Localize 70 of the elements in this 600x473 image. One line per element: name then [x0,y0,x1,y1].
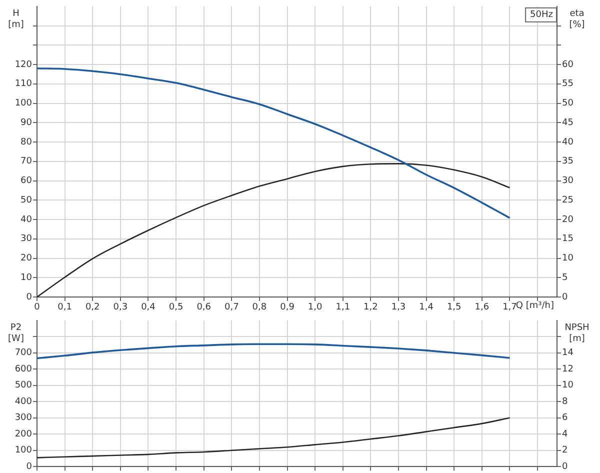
y-tick-label: 90 [20,118,32,128]
y-tick-label: 100 [14,446,32,456]
y-tick-label: 600 [14,364,32,374]
y-tick-label: 50 [20,195,32,206]
y2-tick-label: 5 [562,272,568,283]
y-tick-label: 60 [20,176,32,186]
y2-tick-label: 50 [562,98,574,109]
x-axis-title: Q [m³/h] [516,300,554,311]
y-tick-label: 70 [20,156,32,167]
y2-tick-label: 8 [562,396,568,407]
y-tick-label: 400 [14,396,32,407]
y-tick-label: 0 [26,292,32,302]
x-tick-label: 1,6 [474,302,490,313]
line-series [37,343,511,360]
x-tick-label: 1,5 [446,302,462,313]
y2-tick-label: 14 [562,348,574,358]
y2-tick-label: 40 [562,137,574,148]
y2-tick-label: 12 [562,364,574,374]
y-axis-title: P2 [W] [8,323,24,344]
y2-tick-label: 6 [562,413,568,424]
y2-tick-label: 0 [562,462,568,472]
x-tick-label: 0,1 [58,302,72,313]
x-tick-label: 0,9 [280,302,295,313]
y2-axis-title: eta [%] [569,9,585,30]
y2-axis-title: NPSH [m] [564,323,590,344]
y-tick-label: 700 [14,348,32,358]
y2-tick-label: 2 [562,446,568,456]
x-tick-label: 0,7 [224,302,239,313]
x-tick-label: 0,6 [196,302,212,313]
y-tick-label: 0 [26,462,32,472]
y2-tick-label: 0 [562,292,568,302]
x-tick-label: 0,2 [85,302,100,313]
x-tick-label: 1,1 [336,302,350,313]
x-tick-label: 1,4 [419,302,434,313]
x-tick-label: 0,3 [113,302,128,313]
y-tick-label: 120 [14,60,32,70]
y-tick-label: 40 [20,214,32,225]
y2-tick-label: 55 [562,79,574,90]
y-tick-label: 20 [20,254,32,264]
y-tick-label: 500 [14,380,32,391]
y2-tick-label: 4 [562,429,568,440]
y-tick-label: 80 [20,137,32,148]
y-tick-label: 10 [20,272,32,283]
y2-tick-label: 15 [562,234,574,244]
line-series [37,67,511,219]
x-tick-label: 0 [34,302,40,313]
y-axis-title: H [m] [8,9,24,30]
x-tick-label: 0,8 [252,302,267,313]
y2-tick-label: 35 [562,156,574,167]
y2-tick-label: 10 [562,254,574,264]
y-tick-label: 30 [20,234,32,244]
y-tick-label: 100 [14,98,32,109]
x-tick-label: 1,7 [502,302,517,313]
y2-tick-label: 10 [562,380,574,391]
line-series [37,417,510,458]
chart-title: 50Hz [530,10,554,20]
x-tick-label: 0,5 [168,302,184,313]
line-series [37,163,510,297]
y-tick-label: 200 [14,429,32,440]
y-tick-label: 110 [14,79,32,90]
x-tick-label: 1,0 [308,302,322,313]
y2-tick-label: 20 [562,214,574,225]
x-tick-label: 1,2 [364,302,378,313]
y2-tick-label: 60 [562,60,574,70]
y2-tick-label: 30 [562,176,574,186]
y2-tick-label: 25 [562,195,574,206]
y2-tick-label: 45 [562,118,574,128]
x-tick-label: 0,4 [141,302,156,313]
y-tick-label: 300 [14,413,32,424]
x-tick-label: 1,3 [391,302,406,313]
